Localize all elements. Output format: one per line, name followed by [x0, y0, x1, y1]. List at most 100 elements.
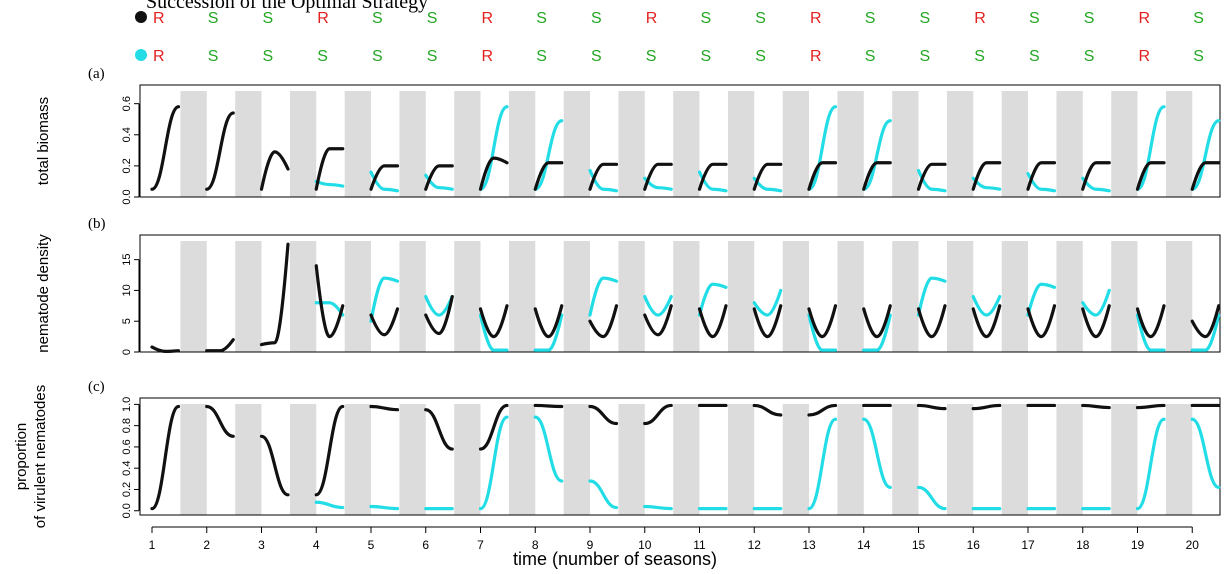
strategy-cyan-season-7: R — [482, 48, 494, 65]
series-black-season-11 — [697, 162, 728, 191]
series-cyan-season-12 — [752, 288, 783, 317]
series-black-season-13 — [807, 304, 838, 339]
x-tick-label: 12 — [748, 538, 762, 552]
series-black-season-12 — [752, 403, 783, 417]
y-axis-label: nematode density — [35, 234, 52, 353]
x-tick-label: 4 — [313, 538, 320, 552]
shade-band — [399, 404, 426, 515]
shade-band — [892, 404, 919, 515]
strategy-cyan-season-15: S — [920, 48, 931, 65]
series-black-season-8 — [533, 403, 564, 409]
legend-dot-cyan — [135, 49, 147, 61]
shade-band — [1001, 404, 1028, 515]
y-tick-label: 1.0 — [121, 397, 133, 412]
x-tick-label: 20 — [1186, 538, 1200, 552]
series-black-season-12 — [752, 162, 783, 191]
series-cyan-season-13 — [807, 417, 838, 511]
panel-label: (a) — [88, 66, 105, 82]
y-tick-label: 0.4 — [121, 461, 133, 476]
panel-frame — [139, 84, 1221, 198]
x-tick-label: 19 — [1131, 538, 1145, 552]
series-black-season-7 — [478, 403, 509, 451]
series-black-season-19 — [1135, 304, 1166, 339]
series-cyan-season-14 — [862, 417, 892, 489]
shade-band — [180, 91, 207, 197]
shade-band — [1001, 91, 1028, 197]
shade-band — [235, 404, 262, 515]
series-cyan-season-13 — [807, 313, 838, 352]
series-black-season-16 — [971, 403, 1002, 411]
shade-band — [344, 241, 371, 352]
strategy-black-season-6: S — [427, 10, 438, 27]
shade-band — [1056, 404, 1083, 515]
strategy-cyan-season-14: S — [865, 48, 876, 65]
strategy-black-season-17: S — [1029, 10, 1040, 27]
strategy-black-season-9: S — [591, 10, 602, 27]
series-black-season-13 — [807, 403, 838, 417]
series-cyan-season-9 — [588, 276, 619, 317]
shade-band — [563, 404, 590, 515]
series-cyan-season-7 — [478, 105, 509, 191]
shade-band — [454, 404, 481, 515]
series-black-season-10 — [643, 403, 673, 426]
strategy-cyan-season-2: S — [208, 48, 219, 65]
series-cyan-season-13 — [807, 105, 838, 191]
series-cyan-season-7 — [478, 313, 509, 352]
x-tick-label: 13 — [802, 538, 816, 552]
series-black-season-7 — [478, 304, 509, 339]
shade-band — [454, 91, 481, 197]
series-black-season-1 — [150, 105, 181, 191]
series-cyan-season-20 — [1190, 417, 1221, 489]
y-tick-label: 0.2 — [121, 482, 133, 497]
x-tick-label: 16 — [967, 538, 981, 552]
shade-band — [782, 91, 809, 197]
panel-frame — [139, 397, 1221, 516]
shade-band — [454, 241, 481, 352]
strategy-black-season-12: S — [755, 10, 766, 27]
series-cyan-season-18 — [1081, 288, 1111, 317]
series-black-season-15 — [916, 304, 947, 339]
strategy-black-season-14: S — [865, 10, 876, 27]
strategy-black-season-16: R — [974, 10, 986, 27]
y-tick-label: 0.6 — [121, 439, 133, 454]
strategy-black-season-18: S — [1084, 10, 1095, 27]
shade-band — [508, 404, 536, 515]
shade-band — [837, 404, 864, 515]
series-black-season-9 — [588, 304, 619, 339]
series-black-season-5 — [369, 307, 400, 337]
x-tick-label: 2 — [203, 538, 210, 552]
strategy-cyan-season-16: S — [974, 48, 985, 65]
series-black-season-10 — [643, 304, 673, 337]
strategy-black-season-2: S — [208, 10, 219, 27]
shade-band — [1001, 241, 1028, 352]
strategy-cyan-season-20: S — [1193, 48, 1204, 65]
series-cyan-season-10 — [643, 504, 673, 511]
strategy-cyan-season-10: S — [646, 48, 657, 65]
x-axis: 1 2 3 4 5 6 7 8 9 10 11 12 13 14 15 16 17 18 19 20 — [149, 526, 1200, 552]
strategy-black-season-1: R — [153, 10, 165, 27]
strategy-black-season-8: S — [536, 10, 547, 27]
series-black-season-17 — [1026, 161, 1057, 191]
series-black-season-2 — [205, 404, 235, 438]
series-black-season-5 — [369, 164, 400, 191]
series-black-season-5 — [369, 404, 400, 412]
shade-band — [673, 91, 700, 197]
strategy-cyan-season-18: S — [1084, 48, 1095, 65]
y-tick-label: 10 — [121, 284, 133, 296]
y-tick-label: 5 — [121, 318, 133, 324]
shade-band — [399, 91, 426, 197]
y-tick-label: 0.0 — [121, 503, 133, 518]
series-cyan-season-20 — [1190, 313, 1221, 352]
x-tick-label: 15 — [912, 538, 926, 552]
shade-band — [235, 91, 262, 197]
shade-band — [180, 241, 207, 352]
strategy-cyan-season-17: S — [1029, 48, 1040, 65]
shade-band — [1165, 241, 1193, 352]
series-cyan-season-17 — [1026, 282, 1057, 317]
series-cyan-season-5 — [369, 276, 400, 323]
series-black-season-6 — [424, 164, 454, 191]
panel-2: 0 5 10 15 (b) nematode density — [35, 216, 1221, 355]
series-cyan-season-17 — [1026, 172, 1057, 193]
series-cyan-season-9 — [588, 479, 619, 510]
